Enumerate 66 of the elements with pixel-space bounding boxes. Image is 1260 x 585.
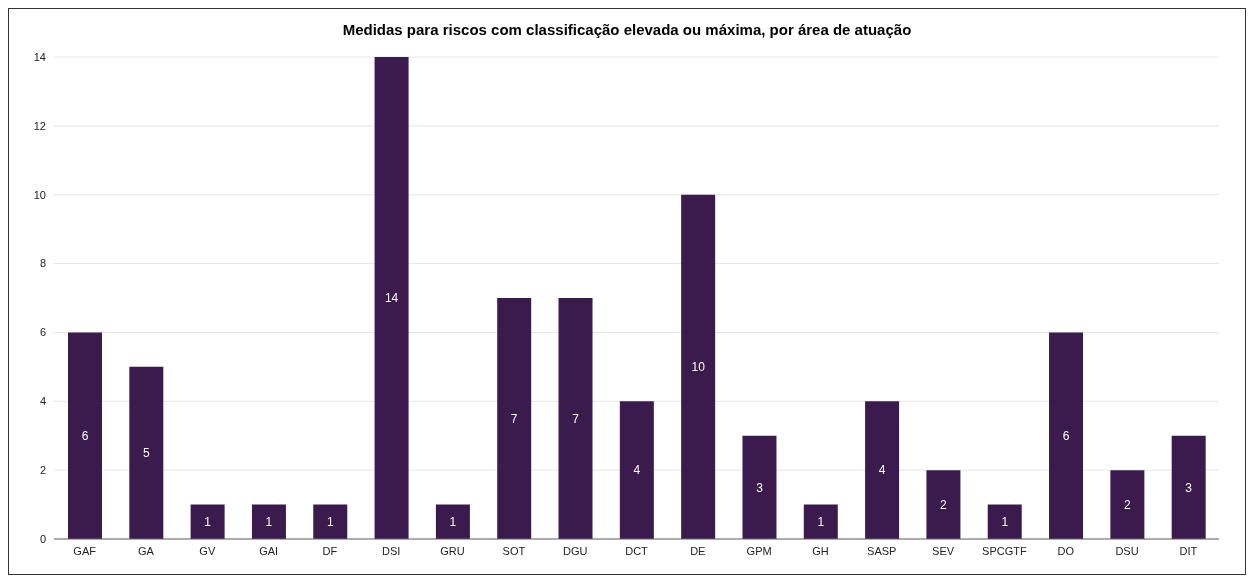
data-label: 1	[265, 515, 273, 530]
y-tick-label: 8	[39, 257, 46, 270]
data-label: 7	[572, 411, 580, 426]
x-tick-label: SASP	[867, 544, 897, 557]
x-tick-label: DSU	[1115, 544, 1139, 557]
data-label: 4	[633, 463, 641, 478]
y-tick-label: 10	[33, 188, 46, 201]
x-tick-label: GPM	[746, 544, 772, 557]
x-tick-label: GH	[812, 544, 829, 557]
y-tick-label: 14	[33, 50, 46, 63]
data-label: 5	[142, 446, 150, 461]
data-label: 3	[1185, 480, 1193, 495]
x-tick-label: GAF	[73, 544, 97, 557]
x-tick-label: GAI	[259, 544, 279, 557]
x-tick-label: DCT	[625, 544, 649, 557]
bar	[742, 435, 777, 539]
data-label: 2	[1124, 497, 1132, 512]
bar	[68, 332, 102, 539]
data-label: 2	[940, 497, 948, 512]
bar	[1110, 470, 1145, 539]
x-tick-label: SOT	[502, 544, 526, 557]
bar	[129, 366, 164, 539]
x-tick-label: GV	[199, 544, 216, 557]
data-label: 7	[510, 411, 518, 426]
x-tick-label: SEV	[932, 544, 955, 557]
data-label: 6	[1062, 428, 1070, 443]
data-label: 1	[326, 515, 334, 530]
y-tick-label: 12	[33, 119, 46, 132]
y-tick-label: 0	[39, 532, 46, 545]
data-label: 6	[81, 428, 89, 443]
bar	[987, 504, 1022, 539]
x-tick-label: GRU	[440, 544, 465, 557]
x-tick-label: DGU	[562, 544, 588, 557]
data-label: 3	[756, 480, 764, 495]
bar	[497, 298, 532, 539]
x-tick-label: DE	[690, 544, 706, 557]
bar	[190, 504, 225, 539]
bar	[435, 504, 470, 539]
bar	[926, 470, 961, 539]
bar	[558, 298, 593, 539]
x-tick-label: DIT	[1179, 544, 1198, 557]
bar	[251, 504, 286, 539]
data-label: 1	[449, 515, 457, 530]
bar	[1171, 435, 1206, 539]
data-label: 4	[878, 463, 886, 478]
data-label: 1	[204, 515, 212, 530]
bar	[313, 504, 348, 539]
data-label: 1	[817, 515, 825, 530]
y-tick-label: 2	[39, 464, 46, 477]
y-tick-label: 4	[39, 395, 46, 408]
data-label: 1	[1001, 515, 1009, 530]
data-label: 10	[691, 360, 706, 375]
bar	[865, 401, 900, 539]
bar	[803, 504, 838, 539]
x-tick-label: DSI	[382, 544, 401, 557]
chart-title: Medidas para riscos com classificação elevada ou máxima, por área de atuação	[341, 20, 913, 40]
data-label: 14	[384, 291, 399, 306]
y-tick-label: 6	[39, 326, 46, 339]
x-tick-label: DF	[322, 544, 338, 557]
x-tick-label: GA	[138, 544, 155, 557]
bar	[374, 57, 409, 539]
x-tick-label: SPCGTF	[982, 544, 1027, 557]
bar	[619, 401, 654, 539]
bar	[1049, 332, 1084, 539]
bar	[681, 194, 716, 539]
x-tick-label: DO	[1057, 544, 1075, 557]
